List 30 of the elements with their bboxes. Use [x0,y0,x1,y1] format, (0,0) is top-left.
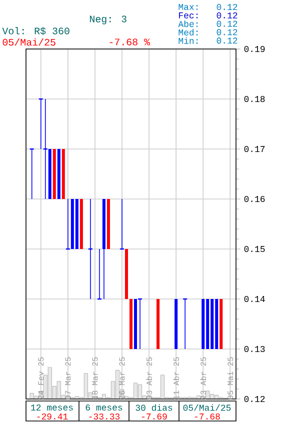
text: 0.12 [216,12,238,18]
text: -7.69 [142,413,167,420]
y-tick-label: 0.13 [244,346,265,352]
text: 0.12 [216,20,238,27]
y-tick-label: 0.15 [244,246,265,252]
text: -29.41 [37,413,68,420]
text: -7.68 % [110,38,150,46]
text: 05/Mai/25 [2,38,56,46]
y-tick-label: 0.12 [244,396,265,402]
text: 0.12 [216,38,238,44]
text: -33.33 [89,413,120,420]
text: Max: [178,4,198,10]
y-tick-label: 0.16 [244,196,265,202]
text: Fec: [179,12,198,18]
text: 6 meses [86,404,122,411]
text: Med: [178,28,198,36]
text: 05/Mai/25 [183,404,231,411]
text: Neg: 3 [90,16,126,24]
text: 0.12 [216,29,238,36]
text: -7.68 [195,413,220,420]
y-tick-label: 0.14 [244,296,265,302]
y-tick-label: 0.19 [244,46,265,52]
text: 12 meses [31,404,73,411]
y-tick-label: 0.18 [244,96,265,102]
text: 30 dias [136,404,172,411]
text: Vol: R$ 360 [2,27,70,35]
y-tick-label: 0.17 [244,146,265,152]
text: Abe: [178,20,198,28]
text: Min: [178,37,198,44]
text: 0.12 [216,4,238,10]
